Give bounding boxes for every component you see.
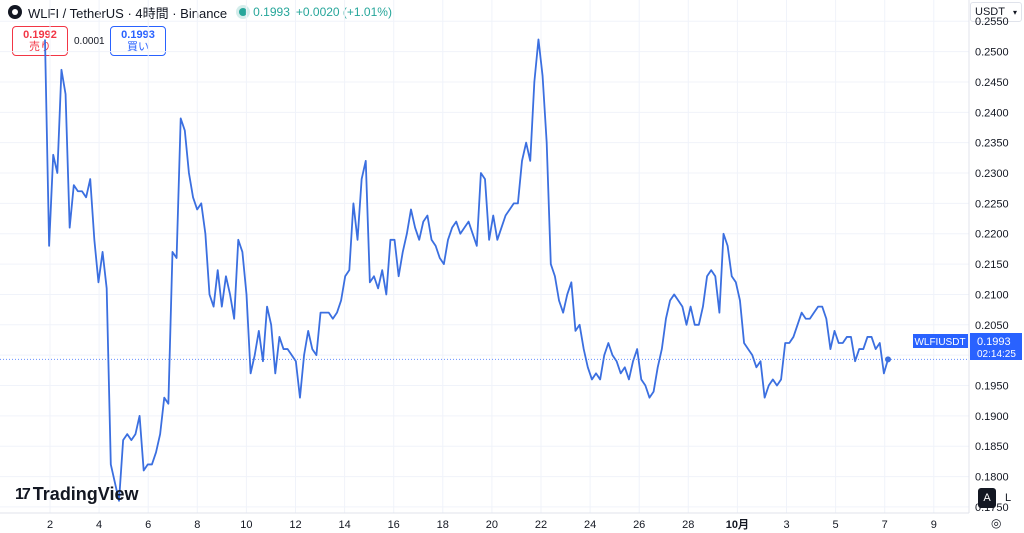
settings-icon[interactable]: ◎: [991, 516, 1002, 530]
chevron-down-icon: ▾: [1012, 7, 1017, 17]
buy-price: 0.1993: [121, 29, 155, 41]
market-open-icon: [239, 8, 248, 16]
price-tick-label: 0.2450: [975, 77, 1009, 89]
time-tick-label: 16: [388, 519, 400, 531]
price-axis: 0.2550 0.2500 0.2450 0.2400 0.2350 0.2300 0.22…: [975, 16, 1009, 514]
currency-label: USDT: [975, 6, 1005, 18]
price-series-line: [44, 38, 889, 502]
buy-label: 買い: [127, 41, 149, 53]
price-tag-value: 0.1993: [977, 336, 1011, 348]
time-axis: 2 4 6 8 10 12 14 16 18 20 22 24 26 28 10月 3 5 7 9: [47, 518, 937, 531]
symbol-title[interactable]: WLFI / TetherUS · 4時間 · Binance: [28, 5, 228, 21]
time-tick-label: 18: [437, 519, 449, 531]
time-tick-label: 2: [47, 519, 53, 531]
time-tick-label: 14: [338, 519, 350, 531]
price-tick-label: 0.1950: [975, 381, 1009, 393]
price-tick-label: 0.2250: [975, 198, 1009, 210]
time-tick-label: 3: [783, 519, 789, 531]
price-tick-label: 0.2500: [975, 47, 1009, 59]
current-price: 0.1993: [253, 5, 290, 19]
time-tick-label: 28: [682, 519, 694, 531]
price-tick-label: 0.1800: [975, 472, 1009, 484]
symbol-logo-icon: [8, 5, 22, 19]
last-price-dot: [885, 356, 891, 363]
time-tick-label: 20: [486, 519, 498, 531]
time-tick-label: 10: [240, 519, 252, 531]
tradingview-icon: 17: [15, 485, 31, 503]
time-tick-label: 10月: [726, 518, 749, 531]
time-tick-label: 4: [96, 519, 102, 531]
time-tick-label: 5: [833, 519, 839, 531]
price-tick-label: 0.2150: [975, 259, 1009, 271]
time-tick-label: 8: [194, 519, 200, 531]
price-tick-label: 0.1900: [975, 411, 1009, 423]
price-tag-countdown: 02:14:25: [977, 349, 1016, 360]
symbol-tag-bg: [913, 334, 968, 348]
price-tick-label: 0.2200: [975, 229, 1009, 241]
buy-button[interactable]: 0.1993 買い: [110, 26, 166, 56]
sell-button[interactable]: 0.1992 売り: [12, 26, 68, 56]
time-tick-label: 26: [633, 519, 645, 531]
spread-value: 0.0001: [74, 35, 105, 47]
time-tick-label: 6: [145, 519, 151, 531]
sell-price: 0.1992: [23, 29, 57, 41]
auto-scale-button[interactable]: A: [978, 488, 996, 508]
time-tick-label: 7: [882, 519, 888, 531]
trade-buttons: 0.1992 売り 0.0001 0.1993 買い: [12, 26, 166, 56]
time-tick-label: 24: [584, 519, 596, 531]
price-tick-label: 0.2350: [975, 138, 1009, 150]
grid-lines: [0, 0, 969, 513]
symbol-header[interactable]: WLFI / TetherUS · 4時間 · Binance 0.1993 +…: [8, 3, 392, 21]
price-tag-bg: [970, 333, 1022, 360]
price-tick-label: 0.2050: [975, 320, 1009, 332]
price-tick-label: 0.2300: [975, 168, 1009, 180]
price-tick-label: 0.2100: [975, 289, 1009, 301]
price-tick-label: 0.2550: [975, 16, 1009, 28]
symbol-tag: WLFIUSDT: [914, 337, 965, 348]
time-tick-label: 12: [289, 519, 301, 531]
brand-label: TradingView: [32, 484, 139, 504]
price-tick-label: 0.2400: [975, 107, 1009, 119]
log-scale-button[interactable]: L: [1004, 492, 1012, 504]
price-change: +0.0020 (+1.01%): [295, 5, 392, 19]
price-tick-label: 0.1850: [975, 441, 1009, 453]
tradingview-logo[interactable]: 17 TradingView: [15, 484, 139, 505]
currency-selector[interactable]: USDT ▾: [970, 2, 1022, 22]
time-tick-label: 9: [931, 519, 937, 531]
time-tick-label: 22: [535, 519, 547, 531]
